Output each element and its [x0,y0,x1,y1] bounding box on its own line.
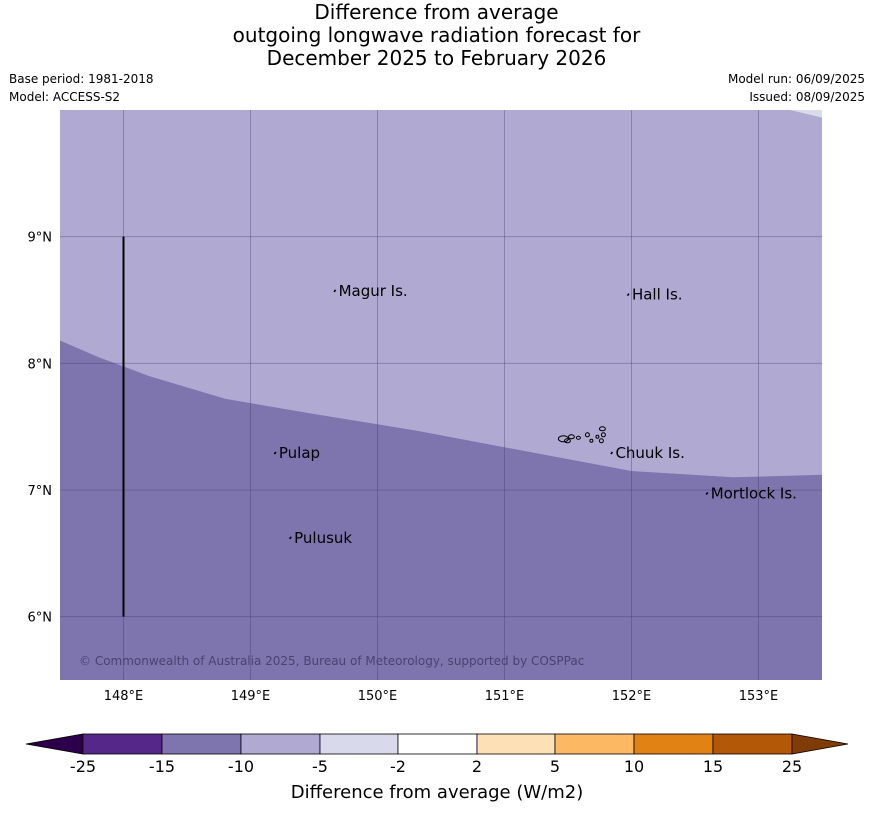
colorbar-segment [82,733,163,755]
lat-tick-label: 8°N [28,357,53,372]
title-line-1: Difference from average [314,0,559,24]
island-shape [598,438,604,444]
copyright-text: © Commonwealth of Australia 2025, Bureau… [79,654,584,668]
shade-minus5-minus2 [790,110,822,118]
lon-tick-label: 153°E [739,689,779,704]
place-label: Hall Is. [632,286,683,304]
island-shape [589,438,594,443]
lon-tick-label: 150°E [358,689,398,704]
lat-tick-label: 6°N [28,611,53,626]
title-line-2: outgoing longwave radiation forecast for [232,23,641,47]
colorbar-tick-label: -15 [149,757,175,776]
place-marker [610,451,614,455]
colorbar-segment [319,733,399,755]
island-shape [595,434,600,439]
meta-left: Base period: 1981-2018 Model: ACCESS-S2 [9,70,154,106]
lon-tick-label: 151°E [485,689,525,704]
place-label: Pulap [279,444,320,462]
island-shape [575,435,581,440]
colorbar-tick-label: -25 [70,757,96,776]
lon-tick-label: 152°E [612,689,652,704]
colorbar-segment [554,733,635,755]
colorbar-label: Difference from average (W/m2) [291,782,583,803]
colorbar-segment [397,733,478,755]
colorbar-tick-label: 15 [703,757,723,776]
colorbar-tick-label: -2 [390,757,406,776]
colorbar-segment [476,733,556,755]
colorbar-extend-high [791,733,849,755]
colorbar-segment [161,733,242,755]
place-marker [626,293,630,297]
lat-tick-label: 7°N [28,484,53,499]
colorbar-segment [633,733,714,755]
map-layer: Magur Is. Hall Is. Pulap Chuuk Is. Mortlock … [28,110,822,704]
lon-tick-label: 148°E [104,689,144,704]
place-label: Pulusuk [294,529,352,547]
map-clip-group: Magur Is. Hall Is. Pulap Chuuk Is. Mortlock … [60,110,822,680]
shade-minus15-minus10 [60,340,822,680]
island-shape [598,426,606,432]
place-label: Mortlock Is. [711,485,797,503]
model-run: Model run: 06/09/2025 [727,72,865,86]
model-name: Model: ACCESS-S2 [9,90,121,104]
colorbar-segment [712,733,793,755]
chuuk-islands [557,426,606,444]
base-period: Base period: 1981-2018 [9,72,154,86]
island-shape [567,434,575,440]
place-marker [333,289,337,293]
place-marker [273,451,277,455]
island-shape [584,432,590,438]
colorbar-tick-label: 10 [624,757,644,776]
island-shape [563,438,571,444]
colorbar-tick-label: 2 [472,757,482,776]
colorbar-segment [240,733,321,755]
lon-tick-label: 149°E [231,689,271,704]
title-line-3: December 2025 to February 2026 [266,46,607,70]
place-label: Magur Is. [339,282,408,300]
colorbar-tick-label: -5 [312,757,328,776]
place-marker [705,492,709,496]
place-marker [289,536,292,540]
colorbar-tick-label: 5 [550,757,560,776]
island-shape [600,432,606,438]
colorbar-tick-label: -10 [228,757,254,776]
colorbar-tick-label: 25 [782,757,802,776]
meta-right: Model run: 06/09/2025 Issued: 08/09/2025 [728,70,865,106]
colorbar-extend-low [25,733,84,755]
issued-date: Issued: 08/09/2025 [749,90,865,104]
place-label: Chuuk Is. [615,444,684,462]
lat-tick-label: 9°N [28,231,53,246]
